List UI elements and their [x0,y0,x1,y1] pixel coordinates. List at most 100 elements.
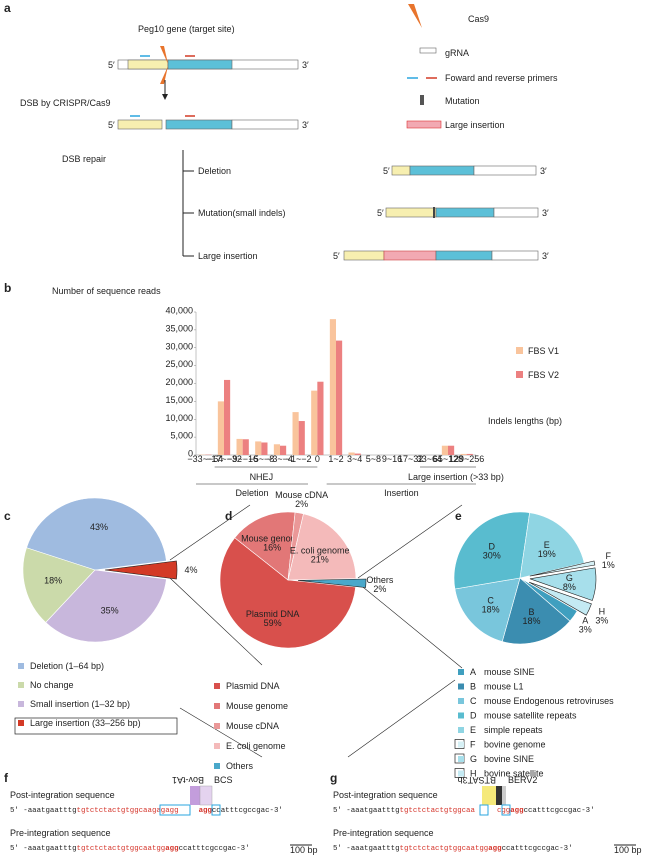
value-label: 3% [595,615,608,625]
gene-bar [232,120,298,129]
label: Peg10 gene (target site) [138,24,235,34]
legend-swatch [458,698,464,704]
legend-swatch [214,743,220,749]
legend-letter: B [470,682,476,692]
legend-swatch [214,763,220,769]
panel-letter: f [4,771,9,785]
label: 3′ [542,208,549,218]
label: 3′ [540,166,547,176]
x-tick-label: 129~256 [449,454,484,464]
legend-swatch [458,742,464,748]
label: 5′ [108,120,115,130]
seq-part: ccatttcgccgac-3′ [212,807,283,815]
legend-text: Others [226,761,254,771]
gene-bar [436,251,492,260]
bar [442,446,448,455]
seq-part: tgtctctactgtggcaa [400,807,476,815]
bar [311,391,317,455]
legend-text: simple repeats [484,725,543,735]
legend-swatch [214,683,220,689]
insert-icon [407,121,441,128]
insert-label: BCS [214,775,233,785]
label: 3′ [302,60,309,70]
legend-swatch [18,663,24,669]
seq-part: gagagg [152,807,179,815]
seq-part: 5′ -aaatgaatttg [333,845,400,853]
sequence-f: Post-integration sequence 5′ -aaatgaattt… [10,775,318,855]
legend-text: Mouse genome [226,701,288,711]
gene-bar [436,208,494,217]
legend-swatch [18,682,24,688]
scale-label: 100 bp [614,845,642,855]
value-label: 3% [579,624,592,634]
value-label: 19% [538,549,556,559]
legend-text: Large insertion (33–256 bp) [30,718,141,728]
legend-text: FBS V1 [528,346,559,356]
legend-text: Plasmid DNA [226,681,280,691]
legend-text: gRNA [445,48,469,58]
panel-letter: e [455,509,462,523]
insert [190,786,200,805]
legend-swatch [18,701,24,707]
value-label: 43% [90,522,108,532]
legend-text: Deletion (1–64 bp) [30,661,104,671]
legend-swatch [214,703,220,709]
legend-text: Large insertion [445,120,505,130]
legend-text: Mutation [445,96,480,106]
scale-label: 100 bp [290,845,318,855]
insert-bar [384,251,436,260]
seq-part: agg [165,845,179,853]
value-label: 18% [482,604,500,614]
panel-letter: g [330,771,337,785]
panel-letter: d [225,509,232,523]
mutation-mark [433,207,435,218]
value-label: 1% [602,560,615,570]
legend-text: Mouse cDNA [226,721,279,731]
value-label: 21% [311,554,329,564]
legend-text: FBS V2 [528,370,559,380]
label: 5′ [108,60,115,70]
seq-part: tgtctctactgtggcaa [77,807,153,815]
insert [502,786,506,805]
bar [299,421,305,455]
seq-title: Pre-integration sequence [333,828,434,838]
value-label: 4% [184,565,197,575]
bar [255,441,261,455]
seq-part: agg [199,807,213,815]
connector [348,680,455,757]
group-label: Large insertion (>33 bp) [408,472,504,482]
label: 3′ [302,120,309,130]
legend-letter: F [470,740,476,750]
legend-text: Small insertion (1–32 bp) [30,699,130,709]
insert [496,786,502,805]
legend-swatch [458,669,464,675]
seq-part: tgtctctactgtggcaa [77,845,153,853]
y-tick-label: 25,000 [165,359,193,369]
insert-label: Bov-tA1 [172,775,204,785]
panel-letter: a [4,1,11,15]
gene-bar [474,166,536,175]
sequence: 5′ -aaatgaatttgtgtctctactgtggcaatggaggcc… [333,845,573,853]
legend-letter: E [470,725,476,735]
legend-text: No change [30,680,74,690]
legend-text: E. coli genome [226,741,286,751]
bar [274,444,280,455]
arrow-head [162,94,168,100]
sequence: 5′ -aaatgaatttgtgtctctactgtggcaatggaggcc… [10,845,250,853]
panel-letter: c [4,509,11,523]
bar [293,412,299,455]
label: DSB by CRISPR/Cas9 [20,98,111,108]
seq-title: Post-integration sequence [10,790,115,800]
seq-title: Pre-integration sequence [10,828,111,838]
gene-bar [386,208,436,217]
value-label: 59% [264,618,282,628]
seq-part: ccatttcgccgac-3′ [502,845,573,853]
legend-swatch [458,771,464,777]
box [480,805,488,815]
seq-part: 5′ -aaatgaatttg [10,807,77,815]
seq-part: tgtctctactgtggcaa [400,845,476,853]
bar [330,319,336,455]
bar [461,454,467,455]
label: 3′ [542,251,549,261]
